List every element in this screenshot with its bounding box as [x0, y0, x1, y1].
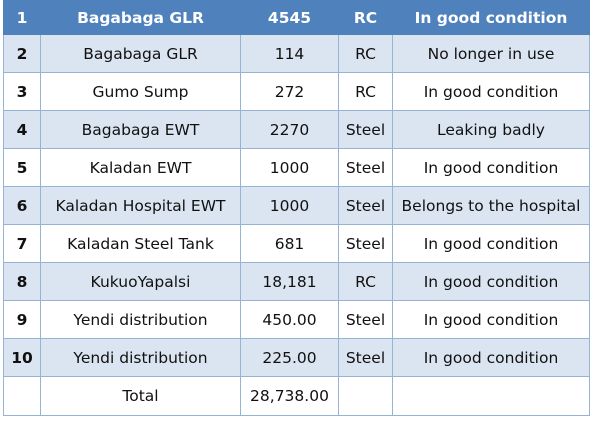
- tank-name: Kaladan Steel Tank: [40, 224, 241, 263]
- tank-capacity: 114: [240, 34, 339, 73]
- row-number: 8: [3, 262, 41, 301]
- tank-capacity: 4545: [240, 0, 339, 35]
- tank-capacity: 1000: [240, 186, 339, 225]
- total-row: Total 28,738.00: [3, 376, 590, 416]
- row-number: 9: [3, 300, 41, 339]
- tank-capacity: 681: [240, 224, 339, 263]
- tank-capacity: 1000: [240, 148, 339, 187]
- tank-material: Steel: [338, 338, 393, 377]
- tank-name: Yendi distribution: [40, 300, 241, 339]
- empty-cell: [392, 376, 590, 416]
- table-row: 3 Gumo Sump 272 RC In good condition: [3, 72, 590, 111]
- tank-name: Kaladan Hospital EWT: [40, 186, 241, 225]
- tank-material: Steel: [338, 186, 393, 225]
- tank-capacity: 272: [240, 72, 339, 111]
- tank-material: RC: [338, 34, 393, 73]
- tank-status: In good condition: [392, 300, 590, 339]
- tank-material: Steel: [338, 224, 393, 263]
- tank-capacity: 2270: [240, 110, 339, 149]
- table-row: 10 Yendi distribution 225.00 Steel In go…: [3, 338, 590, 377]
- tank-material: RC: [338, 72, 393, 111]
- row-number: 3: [3, 72, 41, 111]
- tank-status: No longer in use: [392, 34, 590, 73]
- tank-status: Belongs to the hospital: [392, 186, 590, 225]
- empty-cell: [3, 376, 41, 416]
- table-row: 7 Kaladan Steel Tank 681 Steel In good c…: [3, 224, 590, 263]
- tank-material: Steel: [338, 110, 393, 149]
- tank-capacity: 225.00: [240, 338, 339, 377]
- tank-status: In good condition: [392, 262, 590, 301]
- tank-name: Kaladan EWT: [40, 148, 241, 187]
- tank-status: In good condition: [392, 0, 590, 35]
- row-number: 2: [3, 34, 41, 73]
- table-row: 4 Bagabaga EWT 2270 Steel Leaking badly: [3, 110, 590, 149]
- row-number: 6: [3, 186, 41, 225]
- tank-status: Leaking badly: [392, 110, 590, 149]
- row-number: 5: [3, 148, 41, 187]
- tank-capacity: 450.00: [240, 300, 339, 339]
- table-row: 9 Yendi distribution 450.00 Steel In goo…: [3, 300, 590, 339]
- tank-status: In good condition: [392, 72, 590, 111]
- row-number: 4: [3, 110, 41, 149]
- total-label: Total: [40, 376, 241, 416]
- reservoir-table: 1 Bagabaga GLR 4545 RC In good condition…: [3, 0, 590, 416]
- tank-status: In good condition: [392, 148, 590, 187]
- table-row: 2 Bagabaga GLR 114 RC No longer in use: [3, 34, 590, 73]
- table-row: 5 Kaladan EWT 1000 Steel In good conditi…: [3, 148, 590, 187]
- tank-name: Yendi distribution: [40, 338, 241, 377]
- tank-material: RC: [338, 0, 393, 35]
- total-capacity: 28,738.00: [240, 376, 339, 416]
- row-number: 1: [3, 0, 41, 35]
- tank-status: In good condition: [392, 338, 590, 377]
- tank-name: Gumo Sump: [40, 72, 241, 111]
- tank-name: Bagabaga GLR: [40, 0, 241, 35]
- row-number: 10: [3, 338, 41, 377]
- row-number: 7: [3, 224, 41, 263]
- table-row: 6 Kaladan Hospital EWT 1000 Steel Belong…: [3, 186, 590, 225]
- tank-material: Steel: [338, 300, 393, 339]
- table-header-row: 1 Bagabaga GLR 4545 RC In good condition: [3, 0, 590, 35]
- tank-status: In good condition: [392, 224, 590, 263]
- tank-name: Bagabaga GLR: [40, 34, 241, 73]
- empty-cell: [338, 376, 393, 416]
- tank-name: Bagabaga EWT: [40, 110, 241, 149]
- tank-material: RC: [338, 262, 393, 301]
- tank-name: KukuoYapalsi: [40, 262, 241, 301]
- tank-material: Steel: [338, 148, 393, 187]
- tank-capacity: 18,181: [240, 262, 339, 301]
- table-row: 8 KukuoYapalsi 18,181 RC In good conditi…: [3, 262, 590, 301]
